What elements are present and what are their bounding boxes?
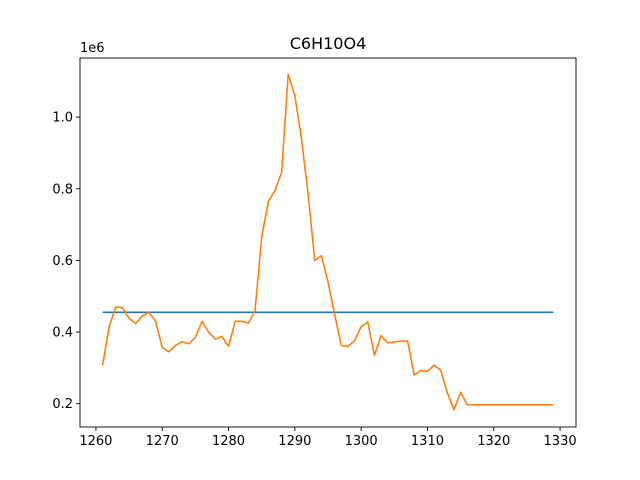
- y-axis-offset-label: 1e6: [80, 41, 105, 56]
- y-tick-label: 0.4: [52, 326, 73, 341]
- x-tick-label: 1280: [212, 434, 245, 449]
- x-tick-label: 1270: [146, 434, 179, 449]
- plot-area: [101, 73, 554, 411]
- x-tick-label: 1330: [544, 434, 577, 449]
- axes: 1260 1270 1280 1290 1300 1310 1320 1330 0.2 0.4 0.…: [52, 57, 577, 449]
- y-tick-label: 1.0: [52, 111, 73, 126]
- plot-frame: [79, 57, 577, 428]
- x-tick-label: 1290: [278, 434, 311, 449]
- x-tick-label: 1300: [345, 434, 378, 449]
- y-tick-label: 0.2: [52, 397, 73, 412]
- y-tick-label: 0.6: [52, 254, 73, 269]
- x-tick-label: 1310: [411, 434, 444, 449]
- chart-title: C6H10O4: [290, 34, 367, 53]
- y-tick-label: 0.8: [52, 182, 73, 197]
- series-line-1: [101, 73, 554, 411]
- x-tick-label: 1320: [477, 434, 510, 449]
- x-tick-label: 1260: [79, 434, 112, 449]
